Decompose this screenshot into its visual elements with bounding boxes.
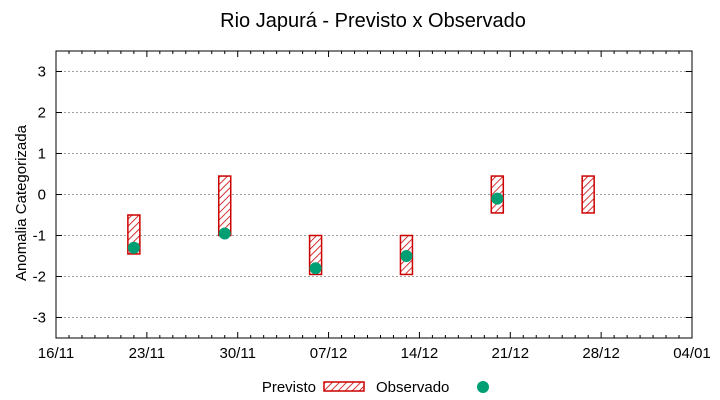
forecast-series <box>127 175 595 276</box>
y-tick-label: -1 <box>33 228 46 245</box>
y-tick-label: -3 <box>33 310 46 327</box>
x-tick-label: 28/12 <box>582 345 620 362</box>
legend-label-previsto: Previsto <box>262 379 316 396</box>
y-tick-label: 0 <box>38 187 46 204</box>
y-axis: -3 -2 -1 0 1 2 3 <box>33 64 692 327</box>
y-tick-label: 1 <box>38 146 46 163</box>
grid-lines <box>56 71 692 318</box>
observed-point <box>127 241 140 254</box>
x-tick-label: 07/12 <box>310 345 348 362</box>
y-axis-label: Anomalia Categorizada <box>13 124 30 281</box>
forecast-bar <box>217 175 232 237</box>
y-tick-label: 2 <box>38 105 46 122</box>
observed-series <box>127 192 504 275</box>
x-tick-label: 04/01 <box>673 345 711 362</box>
x-tick-label: 16/11 <box>38 345 74 362</box>
legend-swatch-previsto <box>323 381 365 392</box>
x-tick-label: 30/11 <box>219 345 255 362</box>
legend: Previsto Observado <box>262 379 489 396</box>
observed-point <box>309 262 322 275</box>
x-tick-label: 23/11 <box>129 345 165 362</box>
forecast-bar <box>581 175 595 214</box>
y-tick-label: -2 <box>33 269 46 286</box>
legend-label-observado: Observado <box>376 379 449 396</box>
x-tick-label: 14/12 <box>401 345 439 362</box>
x-axis: 16/11 23/11 30/11 07/12 14/12 21/12 28/12 04/01 <box>38 51 711 362</box>
observed-point <box>400 250 413 262</box>
x-tick-label: 21/12 <box>492 345 530 362</box>
y-tick-label: 3 <box>38 64 46 81</box>
observed-point <box>218 227 231 240</box>
chart-title: Rio Japurá - Previsto x Observado <box>220 10 526 32</box>
observed-point <box>491 192 504 205</box>
legend-marker-observado <box>477 381 489 393</box>
